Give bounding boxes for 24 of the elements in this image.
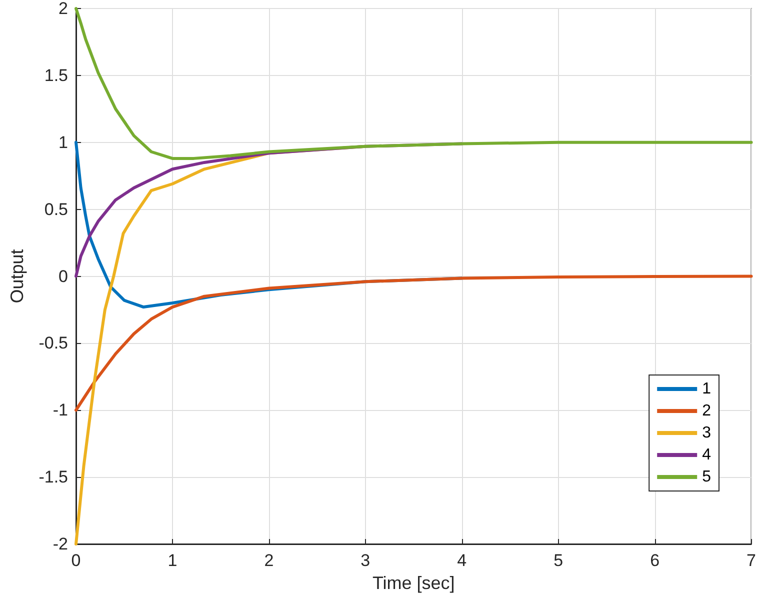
legend-label: 1 — [702, 380, 712, 398]
x-tick-label: 7 — [746, 551, 756, 570]
x-tick-label: 2 — [264, 551, 274, 570]
legend-label: 5 — [702, 468, 712, 486]
x-tick-label: 5 — [554, 551, 564, 570]
y-tick-label: -0.5 — [38, 334, 68, 353]
y-tick-label: -1.5 — [38, 468, 68, 487]
legend-label: 3 — [702, 424, 712, 442]
y-axis-title: Output — [7, 249, 27, 304]
y-tick-label: 0 — [58, 266, 68, 286]
legend-label: 4 — [702, 446, 712, 464]
x-tick-label: 4 — [457, 551, 467, 570]
x-tick-label: 6 — [650, 551, 660, 570]
x-tick-label: 3 — [360, 551, 370, 570]
y-tick-label: 1.5 — [44, 66, 68, 85]
legend-label: 2 — [702, 402, 712, 420]
y-tick-label: 1 — [58, 132, 68, 152]
y-tick-label: 0.5 — [44, 200, 68, 219]
x-axis-title: Time [sec] — [372, 573, 455, 593]
y-tick-label: 2 — [58, 0, 68, 18]
x-tick-label: 0 — [71, 551, 81, 570]
x-tick-label: 1 — [168, 551, 178, 570]
y-tick-label: -2 — [52, 534, 68, 554]
y-tick-label: -1 — [52, 400, 68, 420]
